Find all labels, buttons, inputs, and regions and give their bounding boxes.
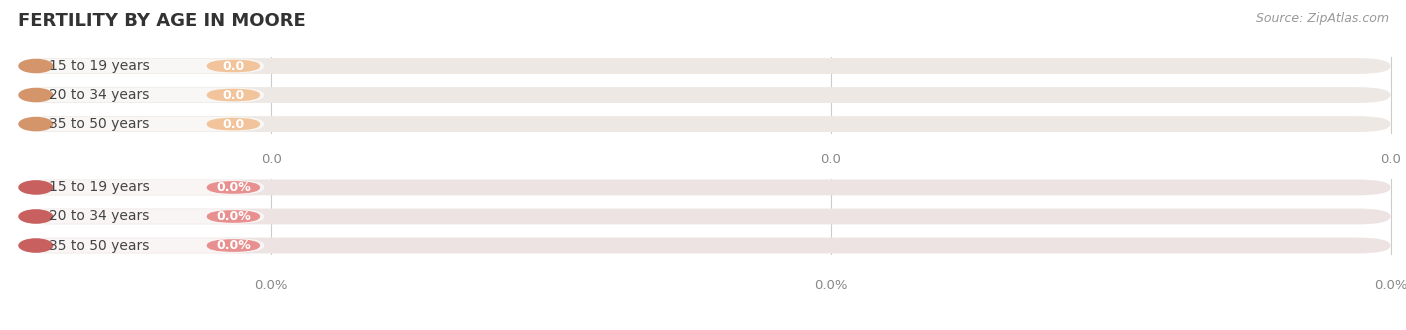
- Text: 0.0%: 0.0%: [1374, 279, 1406, 292]
- Text: 0.0%: 0.0%: [217, 239, 250, 252]
- Text: 15 to 19 years: 15 to 19 years: [49, 181, 149, 194]
- Ellipse shape: [18, 88, 53, 102]
- Text: 20 to 34 years: 20 to 34 years: [49, 210, 149, 223]
- FancyBboxPatch shape: [18, 238, 264, 253]
- Ellipse shape: [18, 209, 53, 224]
- Ellipse shape: [18, 59, 53, 73]
- FancyBboxPatch shape: [18, 180, 264, 195]
- Text: 0.0%: 0.0%: [254, 279, 288, 292]
- Ellipse shape: [18, 180, 53, 195]
- Text: 0.0%: 0.0%: [814, 279, 848, 292]
- FancyBboxPatch shape: [207, 181, 260, 194]
- FancyBboxPatch shape: [18, 209, 264, 224]
- FancyBboxPatch shape: [18, 238, 1391, 253]
- Text: 0.0: 0.0: [1381, 153, 1400, 166]
- Text: 0.0%: 0.0%: [217, 210, 250, 223]
- FancyBboxPatch shape: [18, 117, 264, 131]
- FancyBboxPatch shape: [18, 180, 1391, 195]
- Text: FERTILITY BY AGE IN MOORE: FERTILITY BY AGE IN MOORE: [18, 12, 307, 30]
- Text: 0.0: 0.0: [262, 153, 281, 166]
- Ellipse shape: [18, 117, 53, 131]
- FancyBboxPatch shape: [18, 209, 1391, 224]
- Text: 0.0: 0.0: [821, 153, 841, 166]
- Text: 15 to 19 years: 15 to 19 years: [49, 59, 149, 73]
- Text: 0.0: 0.0: [222, 59, 245, 73]
- Text: 35 to 50 years: 35 to 50 years: [49, 117, 149, 131]
- FancyBboxPatch shape: [18, 88, 264, 102]
- Text: 0.0%: 0.0%: [217, 181, 250, 194]
- FancyBboxPatch shape: [18, 87, 1391, 103]
- FancyBboxPatch shape: [18, 116, 1391, 132]
- FancyBboxPatch shape: [18, 59, 264, 73]
- Text: Source: ZipAtlas.com: Source: ZipAtlas.com: [1256, 12, 1389, 24]
- FancyBboxPatch shape: [207, 60, 260, 72]
- FancyBboxPatch shape: [207, 210, 260, 223]
- FancyBboxPatch shape: [18, 58, 1391, 74]
- FancyBboxPatch shape: [207, 89, 260, 101]
- FancyBboxPatch shape: [207, 239, 260, 252]
- Ellipse shape: [18, 238, 53, 253]
- Text: 0.0: 0.0: [222, 88, 245, 102]
- Text: 20 to 34 years: 20 to 34 years: [49, 88, 149, 102]
- Text: 0.0: 0.0: [222, 117, 245, 131]
- FancyBboxPatch shape: [207, 118, 260, 130]
- Text: 35 to 50 years: 35 to 50 years: [49, 239, 149, 252]
